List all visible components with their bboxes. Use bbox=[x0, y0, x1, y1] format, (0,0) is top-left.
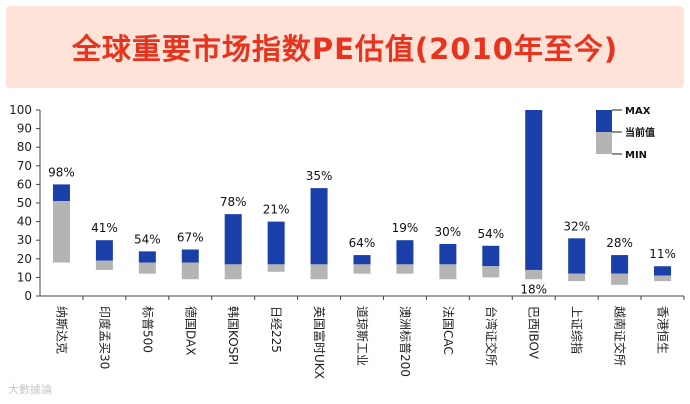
bar-lower-range bbox=[525, 269, 543, 280]
category-label: 越南证交所 bbox=[613, 306, 628, 366]
bar-upper-range bbox=[52, 184, 70, 202]
y-tick-label: 0 bbox=[24, 289, 32, 303]
percentile-label: 11% bbox=[649, 247, 676, 261]
percentile-label: 64% bbox=[349, 236, 376, 250]
y-tick-label: 30 bbox=[17, 233, 32, 247]
percentile-label: 30% bbox=[435, 225, 462, 239]
category-label: 巴西IBOV bbox=[527, 306, 541, 360]
percentile-label: 18% bbox=[520, 282, 547, 296]
bar-lower-range bbox=[138, 262, 156, 274]
bar-lower-range bbox=[95, 260, 113, 270]
bar-upper-range bbox=[439, 243, 457, 265]
category-label: 德国DAX bbox=[183, 306, 198, 355]
category-label: 香港恒生 bbox=[656, 306, 670, 354]
category-label: 英国富时UKX bbox=[312, 306, 327, 379]
percentile-label: 98% bbox=[48, 165, 75, 179]
legend-label: 当前值 bbox=[625, 126, 655, 139]
bar-upper-range bbox=[396, 240, 414, 265]
y-tick-label: 20 bbox=[17, 252, 32, 266]
percentile-label: 67% bbox=[177, 231, 204, 245]
bar-upper-range bbox=[310, 188, 328, 265]
legend-label: MAX bbox=[625, 106, 651, 117]
percentile-label: 28% bbox=[606, 236, 633, 250]
bar-lower-range bbox=[654, 275, 672, 282]
bar-upper-range bbox=[267, 221, 285, 265]
percentile-label: 32% bbox=[563, 219, 590, 233]
bar-upper-range bbox=[482, 245, 500, 267]
bar-upper-range bbox=[568, 238, 586, 274]
bar-lower-range bbox=[396, 264, 414, 274]
category-label: 纳斯达克 bbox=[54, 306, 68, 354]
bar-upper-range bbox=[611, 255, 629, 274]
bar-lower-range bbox=[52, 201, 70, 263]
watermark-text: 大數據論 bbox=[8, 383, 52, 396]
bar-upper-range bbox=[525, 110, 543, 270]
y-tick-label: 50 bbox=[17, 196, 32, 210]
category-label: 道琼斯工业 bbox=[355, 306, 370, 366]
bar-upper-range bbox=[95, 240, 113, 261]
category-label: 台湾证交所 bbox=[484, 306, 499, 366]
percentile-label: 35% bbox=[306, 169, 333, 183]
bar-lower-range bbox=[267, 264, 285, 272]
bar-lower-range bbox=[353, 264, 371, 274]
category-label: 标普500 bbox=[140, 306, 154, 353]
y-tick-label: 10 bbox=[17, 270, 32, 284]
legend-range-swatch bbox=[596, 110, 612, 132]
percentile-label: 21% bbox=[263, 203, 290, 217]
bar-lower-range bbox=[482, 266, 500, 278]
percentile-label: 19% bbox=[392, 221, 419, 235]
percentile-label: 41% bbox=[91, 221, 118, 235]
category-label: 上证综指 bbox=[570, 306, 585, 354]
title-banner: 全球重要市场指数PE估值(2010年至今) bbox=[6, 6, 684, 88]
bar-upper-range bbox=[181, 249, 199, 263]
category-label: 印度孟买30 bbox=[97, 306, 112, 369]
chart-title: 全球重要市场指数PE估值(2010年至今) bbox=[71, 32, 619, 66]
percentile-label: 54% bbox=[477, 227, 504, 241]
bar-lower-range bbox=[439, 264, 457, 280]
y-tick-label: 80 bbox=[17, 140, 32, 154]
category-label: 韩国KOSPI bbox=[226, 306, 241, 365]
y-tick-label: 40 bbox=[17, 215, 32, 229]
category-label: 澳洲标普200 bbox=[398, 306, 412, 377]
y-tick-label: 60 bbox=[17, 177, 32, 191]
category-label: 法国CAC bbox=[441, 306, 455, 355]
legend-label: MIN bbox=[625, 150, 647, 161]
category-label: 日经225 bbox=[269, 306, 283, 353]
bar-lower-range bbox=[611, 273, 629, 285]
legend-current-swatch bbox=[596, 132, 612, 154]
bar-lower-range bbox=[310, 264, 328, 280]
y-tick-label: 100 bbox=[9, 103, 32, 117]
bar-upper-range bbox=[138, 251, 156, 263]
bar-upper-range bbox=[654, 266, 672, 276]
percentile-label: 78% bbox=[220, 195, 247, 209]
percentile-label: 54% bbox=[134, 232, 161, 246]
y-tick-label: 70 bbox=[17, 159, 32, 173]
y-tick-label: 90 bbox=[17, 122, 32, 136]
bar-lower-range bbox=[224, 264, 242, 280]
bar-upper-range bbox=[353, 255, 371, 265]
bar-lower-range bbox=[181, 262, 199, 280]
bar-upper-range bbox=[224, 214, 242, 265]
bar-lower-range bbox=[568, 273, 586, 282]
